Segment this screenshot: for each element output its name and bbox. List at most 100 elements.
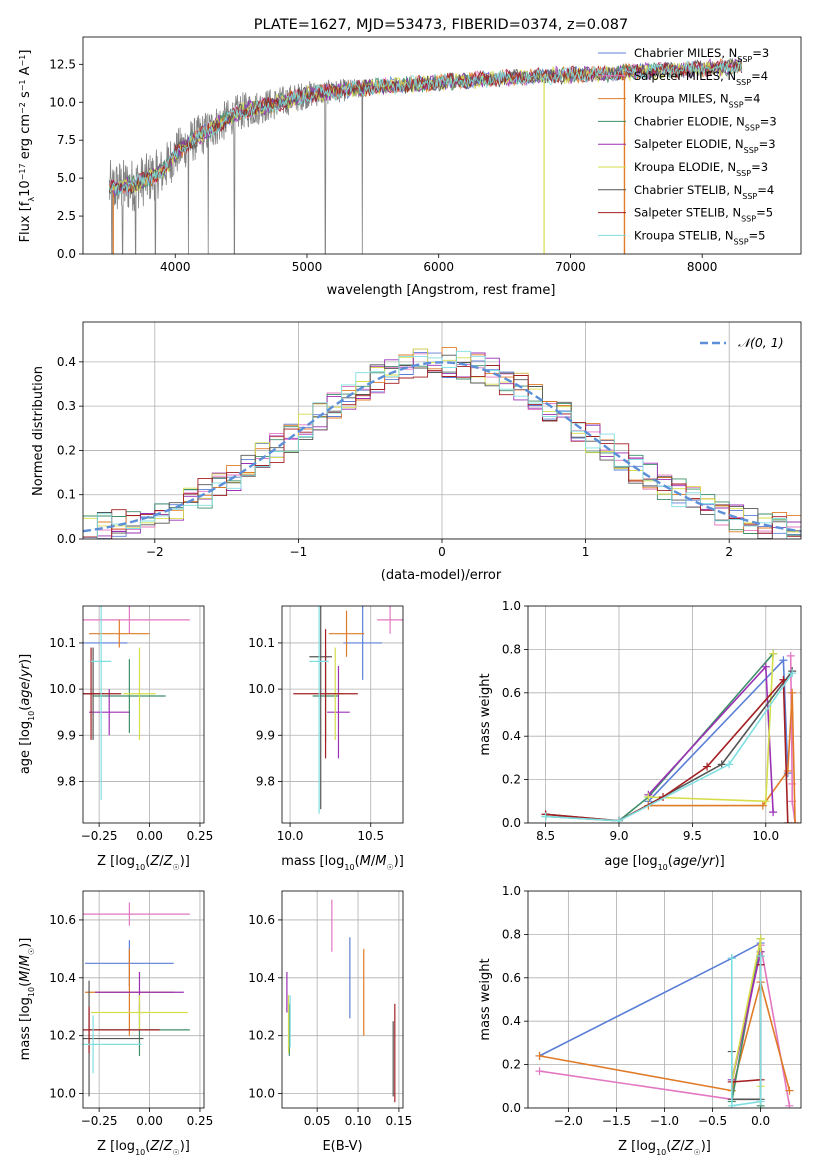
y-tick-label: 1.0 xyxy=(502,599,521,613)
weight-marker xyxy=(535,1051,544,1060)
x-axis-label: (data-model)/error xyxy=(381,568,502,583)
weight-marker xyxy=(779,656,788,665)
axes-weight_vs_Z: −2.0 −1.5 −1.0 −0.5 0.0 0.0 0.2 0.4 0.6 0.8 1.0 Z [… xyxy=(478,884,802,1157)
plot-area-mass_vs_ebv xyxy=(282,891,403,1108)
plot-area-age_vs_mass xyxy=(282,606,403,823)
weight-marker xyxy=(785,1101,794,1108)
weight-marker xyxy=(788,669,797,678)
weight-marker xyxy=(783,819,792,823)
plot-area-age_vs_Z xyxy=(83,606,204,823)
weight-marker xyxy=(786,651,795,660)
weight-marker xyxy=(788,688,797,697)
y-tick-label: 0.4 xyxy=(57,355,76,369)
y-tick-label: 0.0 xyxy=(502,816,521,830)
weight-series-8 xyxy=(731,956,762,1107)
y-tick-label: 12.5 xyxy=(49,57,76,71)
weight-marker xyxy=(541,812,550,821)
weight-marker xyxy=(761,662,770,671)
model-line-7 xyxy=(108,60,743,193)
x-tick-label: −0.5 xyxy=(698,1114,727,1128)
axes-age_vs_mass: 10.0 10.5 9.8 9.9 10.0 10.1 mass [log10(M/M☉)] xyxy=(248,605,404,872)
weight-series-5 xyxy=(731,938,762,1087)
weight-marker xyxy=(769,808,778,817)
y-tick-label: 10.0 xyxy=(248,682,275,696)
legend-entry: 𝒩(0, 1) xyxy=(738,335,784,350)
x-tick-label: 6000 xyxy=(423,260,454,274)
weight-marker xyxy=(756,1097,765,1106)
histogram-series-7 xyxy=(83,365,801,539)
x-tick-label: 0.15 xyxy=(386,1114,413,1128)
histogram-series-5 xyxy=(83,348,801,533)
x-tick-label: −0.25 xyxy=(81,829,118,843)
weight-marker xyxy=(785,1086,794,1095)
y-axis-label: age [log10(age/yr)] xyxy=(18,654,36,774)
weight-marker xyxy=(703,762,712,771)
axes-frame xyxy=(281,890,404,1109)
y-tick-label: 0.3 xyxy=(57,399,76,413)
weight-marker xyxy=(791,819,800,823)
y-tick-label: 0.4 xyxy=(502,729,521,743)
x-axis-label: age [log10(age/yr)] xyxy=(604,854,724,872)
axes-frame xyxy=(82,605,205,824)
weight-marker xyxy=(615,816,623,823)
legend-entry: Kroupa ELODIE, NSSP=3 xyxy=(634,160,768,178)
plot-area-mass_vs_Z xyxy=(83,891,204,1108)
plot-area-weight_vs_age xyxy=(528,606,801,823)
gaussian-model-line xyxy=(83,361,801,533)
y-tick-label: 10.0 xyxy=(49,95,76,109)
legend-entry: Salpeter ELODIE, NSSP=3 xyxy=(634,137,776,155)
y-tick-label: 10.4 xyxy=(49,971,76,985)
axes-mass_vs_ebv: 0.05 0.10 0.15 10.0 10.2 10.4 10.6 E(B-V) xyxy=(248,890,413,1154)
y-tick-label: 0.6 xyxy=(502,971,521,985)
y-tick-label: 0.8 xyxy=(502,642,521,656)
y-tick-label: 0.0 xyxy=(57,247,76,261)
x-tick-label: 1 xyxy=(582,545,590,559)
weight-marker xyxy=(727,954,736,963)
weight-marker xyxy=(644,792,653,801)
legend-entry: Chabrier ELODIE, NSSP=3 xyxy=(634,114,777,131)
x-tick-label: 10.5 xyxy=(357,829,384,843)
y-tick-label: 0.6 xyxy=(502,686,521,700)
y-tick-label: 2.5 xyxy=(57,209,76,223)
weight-series-3 xyxy=(545,653,774,822)
x-tick-label: 0.25 xyxy=(187,1114,214,1128)
y-tick-label: 0.2 xyxy=(502,1058,521,1072)
weight-marker xyxy=(535,1067,544,1076)
legend-entry: Salpeter STELIB, NSSP=5 xyxy=(634,206,773,224)
figure-title: PLATE=1627, MJD=53473, FIBERID=0374, z=0… xyxy=(254,17,628,33)
weight-marker xyxy=(756,934,765,943)
y-tick-label: 0.0 xyxy=(57,532,76,546)
legend-entry: Kroupa MILES, NSSP=4 xyxy=(634,92,760,110)
y-tick-label: 1.0 xyxy=(502,884,521,898)
weight-series-4 xyxy=(647,664,774,813)
y-tick-label: 10.0 xyxy=(49,1087,76,1101)
x-axis-label: Z [log10(Z/Z☉)] xyxy=(97,1139,190,1157)
x-tick-label: 9.0 xyxy=(609,829,628,843)
x-axis-label: mass [log10(M/M☉)] xyxy=(281,854,404,872)
legend-entry: Kroupa STELIB, NSSP=5 xyxy=(634,228,765,246)
x-tick-label: −1.0 xyxy=(650,1114,679,1128)
model-line-8 xyxy=(108,60,743,196)
y-axis-label: Normed distribution xyxy=(31,366,46,496)
x-tick-label: 0.10 xyxy=(345,1114,372,1128)
legend-entry: Chabrier STELIB, NSSP=4 xyxy=(634,183,774,201)
y-tick-label: 10.2 xyxy=(49,1029,76,1043)
y-axis-label: mass [log10(M/M☉)] xyxy=(18,938,36,1061)
x-axis-label: Z [log10(Z/Z☉)] xyxy=(97,854,190,872)
y-tick-label: 10.6 xyxy=(248,913,275,927)
plot-area-weight_vs_Z xyxy=(528,891,801,1108)
y-tick-label: 10.2 xyxy=(248,1029,275,1043)
y-tick-label: 10.0 xyxy=(248,1087,275,1101)
plot-area-residuals xyxy=(83,322,801,539)
y-tick-label: 0.8 xyxy=(502,927,521,941)
x-tick-label: −2.0 xyxy=(554,1114,583,1128)
legend-entry: Salpeter MILES, NSSP=4 xyxy=(634,69,768,87)
y-tick-label: 0.0 xyxy=(502,1101,521,1115)
x-tick-label: 9.5 xyxy=(683,829,702,843)
y-tick-label: 9.8 xyxy=(256,774,275,788)
y-tick-label: 10.0 xyxy=(49,682,76,696)
x-tick-label: −0.25 xyxy=(81,1114,118,1128)
y-tick-label: 10.1 xyxy=(49,636,76,650)
x-tick-label: 4000 xyxy=(160,260,191,274)
